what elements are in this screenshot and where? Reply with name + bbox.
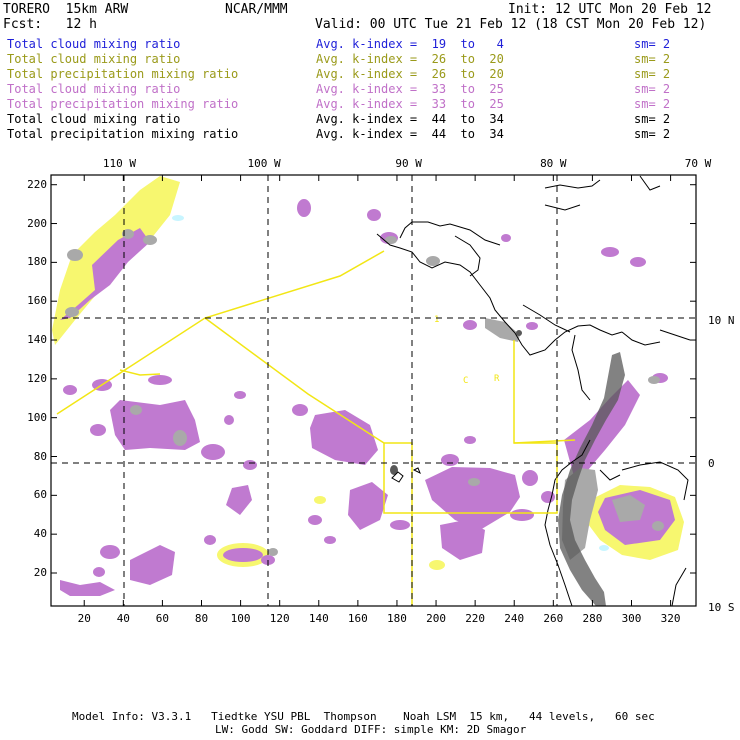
legend-sm: sm= 2 [634, 97, 671, 111]
flight-label-1: 1 [434, 315, 439, 325]
x-tick-label: 220 [465, 612, 486, 625]
y-tick-label: 80 [33, 449, 47, 463]
legend-kindex: Avg. k-index = 26 to 20 [316, 52, 504, 66]
longitude-label: 90 W [395, 157, 422, 170]
longitude-label: 80 W [540, 157, 567, 170]
legend-label: Total precipitation mixing ratio [7, 67, 239, 81]
x-tick-label: 80 [194, 612, 209, 625]
x-tick-label: 240 [504, 612, 525, 625]
valid-time: Valid: 00 UTC Tue 21 Feb 12 (18 CST Mon … [315, 17, 707, 32]
y-tick-label: 160 [27, 294, 47, 308]
latlon-grid [51, 175, 696, 606]
y-tick-label: 220 [27, 177, 47, 191]
model-title: TORERO 15km ARW [3, 2, 129, 17]
longitude-label: 70 W [684, 157, 712, 170]
latitude-label: 0 [708, 457, 715, 471]
legend-kindex: Avg. k-index = 44 to 34 [316, 112, 504, 126]
legend-kindex: Avg. k-index = 44 to 34 [316, 127, 504, 141]
x-tick-label: 20 [77, 612, 91, 625]
x-tick-label: 40 [116, 612, 130, 625]
x-tick-label: 60 [155, 612, 170, 625]
longitude-label: 100 W [247, 157, 281, 170]
x-tick-label: 260 [543, 612, 564, 625]
x-tick-label: 300 [621, 612, 642, 625]
legend-kindex: Avg. k-index = 19 to 4 [316, 37, 504, 51]
y-tick-label: 100 [27, 410, 47, 424]
latitude-label: 10 S [708, 600, 735, 614]
center-label: NCAR/MMM [225, 2, 288, 17]
flight-label-c: C [463, 376, 468, 386]
y-tick-label: 20 [33, 565, 47, 579]
x-tick-label: 180 [387, 612, 407, 625]
init-time: Init: 12 UTC Mon 20 Feb 12 [508, 2, 712, 17]
legend-sm: sm= 2 [634, 82, 671, 96]
legend-label: Total precipitation mixing ratio [7, 97, 239, 111]
legend-kindex: Avg. k-index = 26 to 20 [316, 67, 504, 81]
legend-label: Total cloud mixing ratio [7, 82, 181, 96]
x-tick-label: 120 [269, 612, 290, 625]
axis-ticks [51, 175, 696, 606]
x-tick-label: 200 [426, 612, 446, 625]
flight-track-labels: 1 C R [434, 315, 500, 386]
x-tick-label: 100 [230, 612, 251, 625]
x-tick-label: 160 [347, 612, 368, 625]
legend-label: Total cloud mixing ratio [7, 112, 181, 126]
legend-sm: sm= 2 [634, 67, 671, 81]
longitude-label: 110 W [102, 157, 136, 170]
forecast-hour: Fcst: 12 h [3, 17, 97, 32]
legend-label: Total precipitation mixing ratio [7, 127, 239, 141]
flight-label-r: R [494, 374, 500, 384]
legend-label: Total cloud mixing ratio [7, 37, 181, 51]
y-tick-label: 120 [27, 371, 47, 385]
legend-sm: sm= 2 [634, 127, 671, 141]
legend-sm: sm= 2 [634, 37, 671, 51]
y-tick-label: 180 [27, 255, 47, 269]
legend-sm: sm= 2 [634, 52, 671, 66]
legend-label: Total cloud mixing ratio [7, 52, 181, 66]
cloud-darkgray-band [390, 330, 625, 606]
latitude-label: 10 N [708, 313, 735, 327]
x-tick-label: 280 [582, 612, 603, 625]
coastline [376, 175, 691, 606]
y-tick-label: 40 [33, 527, 47, 541]
legend-kindex: Avg. k-index = 33 to 25 [316, 82, 504, 96]
x-tick-label: 140 [308, 612, 329, 625]
cloud-cyan-flecks [172, 215, 609, 551]
y-tick-label: 140 [27, 333, 47, 347]
legend-kindex: Avg. k-index = 33 to 25 [316, 97, 504, 111]
footer-physics: LW: Godd SW: Goddard DIFF: simple KM: 2D… [215, 723, 527, 736]
footer-model-info: Model Info: V3.3.1 Tiedtke YSU PBL Thomp… [72, 710, 655, 723]
x-tick-label: 320 [660, 612, 681, 625]
plot-frame [50, 174, 697, 607]
legend-sm: sm= 2 [634, 112, 671, 126]
y-tick-label: 60 [33, 488, 47, 502]
y-tick-label: 200 [27, 216, 47, 230]
